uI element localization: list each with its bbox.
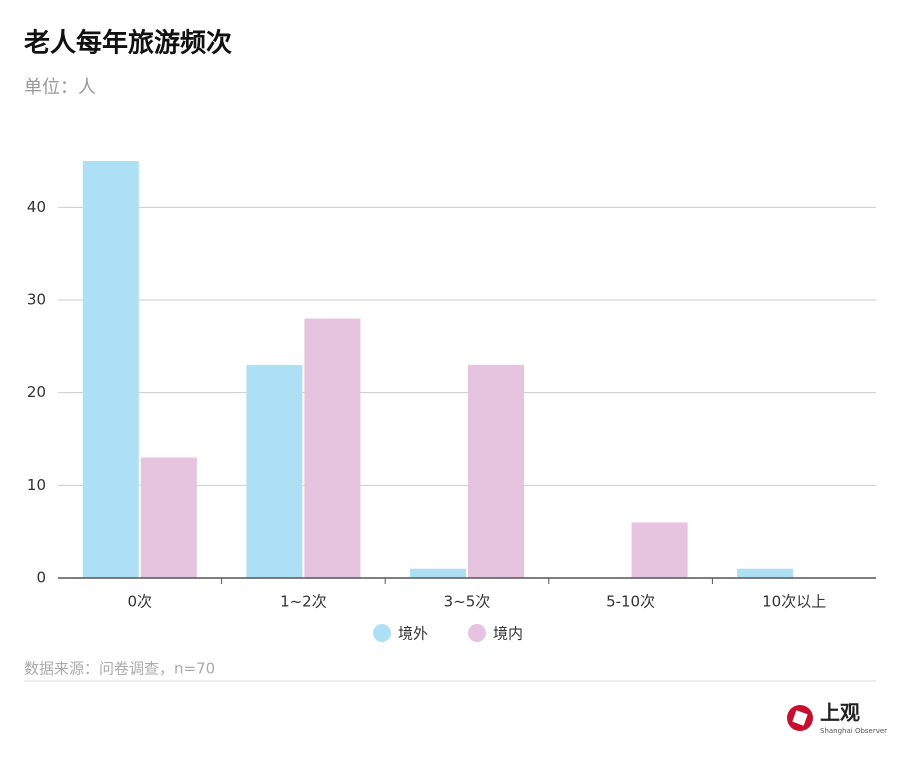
bar <box>631 522 688 578</box>
logo-subtitle: Shanghai Observer <box>820 727 887 735</box>
y-tick-label: 30 <box>27 291 46 309</box>
bar <box>140 457 197 578</box>
y-tick-label: 0 <box>36 569 46 587</box>
legend-swatch <box>373 624 391 642</box>
legend-label: 境外 <box>398 625 428 643</box>
bar <box>82 161 139 578</box>
x-tick-label: 5-10次 <box>606 593 655 611</box>
chart-subtitle: 单位：人 <box>24 77 96 98</box>
y-tick-label: 20 <box>27 383 46 401</box>
y-tick-label: 40 <box>27 198 46 216</box>
bar <box>468 364 524 578</box>
bar <box>737 568 794 578</box>
bar <box>246 364 303 578</box>
logo-text: 上观 <box>820 701 860 725</box>
x-tick-label: 3~5次 <box>444 593 491 611</box>
bar <box>410 568 466 578</box>
bar <box>304 318 361 578</box>
legend-swatch <box>468 624 486 642</box>
y-tick-label: 10 <box>27 476 46 494</box>
chart-title: 老人每年旅游频次 <box>24 28 232 59</box>
x-tick-label: 0次 <box>128 593 153 611</box>
x-tick-label: 10次以上 <box>762 593 826 611</box>
logo-icon <box>792 710 808 726</box>
logo: 上观 Shanghai Observer <box>787 701 887 735</box>
legend-label: 境内 <box>493 625 523 643</box>
x-tick-label: 1~2次 <box>280 593 327 611</box>
source: 数据来源：问卷调查，n=70 <box>24 660 215 678</box>
